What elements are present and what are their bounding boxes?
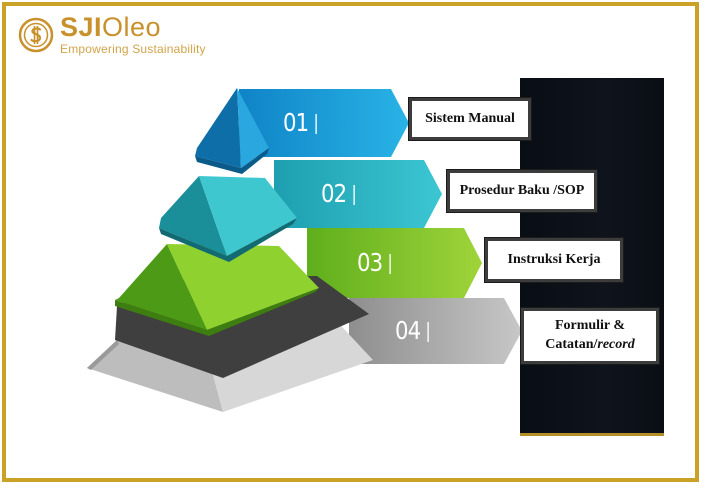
label-formulir-line2: Catatan/record <box>545 337 635 352</box>
level-2-number: 02 <box>321 179 355 208</box>
label-prosedur-baku: Prosedur Baku /SOP <box>447 170 597 212</box>
arrow-level-3 <box>307 228 482 298</box>
label-sistem-manual: Sistem Manual <box>409 98 531 140</box>
label-instruksi-kerja: Instruksi Kerja <box>485 238 623 282</box>
pyramid-level-3-left <box>115 244 207 330</box>
arrow-level-2 <box>274 160 442 228</box>
brand-thin: Oleo <box>102 12 162 42</box>
brand-bold: SJI <box>60 12 103 42</box>
pyramid-level-1-front <box>237 88 269 168</box>
company-logo: SJIOleo Empowering Sustainability <box>18 14 206 55</box>
level-1-number: 01 <box>283 108 317 137</box>
level-4-number: 04 <box>395 316 429 345</box>
pyramid-graphic <box>87 88 522 412</box>
pyramid-level-1-left <box>195 88 241 168</box>
arrow-level-1 <box>239 89 409 157</box>
label-record-italic: record <box>597 337 635 352</box>
level-3-number: 03 <box>357 248 391 277</box>
label-formulir-line1: Formulir & <box>554 318 626 334</box>
pyramid-level-2-front <box>199 176 297 256</box>
pyramid-level-3-front <box>167 244 319 330</box>
arrow-level-4 <box>349 298 522 364</box>
dollar-coin-icon <box>18 17 54 52</box>
pyramid-level-2-left <box>159 176 227 256</box>
label-formulir-catatan: Formulir & Catatan/record <box>521 308 659 364</box>
pyramid-slide: 01 02 03 04 Sistem Manual Prosedur Baku … <box>79 78 664 436</box>
brand-name: SJIOleo <box>60 14 206 41</box>
brand-tagline: Empowering Sustainability <box>60 42 206 56</box>
